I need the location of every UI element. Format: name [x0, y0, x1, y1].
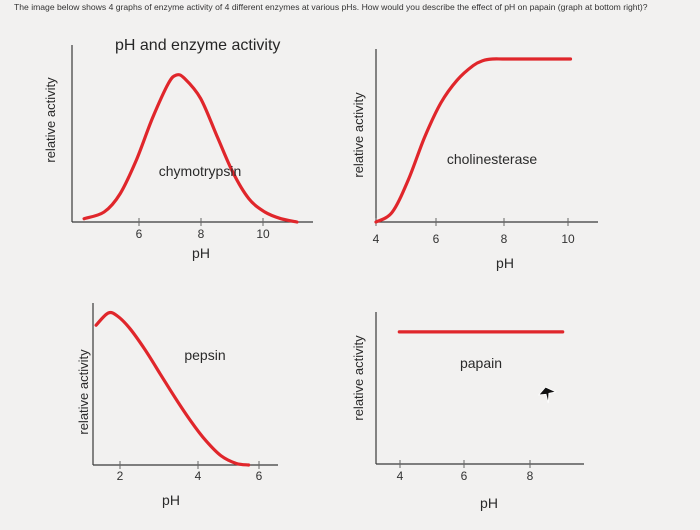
series-line-chymotrypsin	[82, 73, 299, 224]
chart-main-title: pH and enzyme activity	[115, 37, 281, 54]
x-tick-label: 8	[198, 227, 205, 241]
x-axis-label: pH	[192, 245, 210, 261]
x-axis-label: pH	[480, 495, 498, 511]
x-tick-label: 10	[561, 232, 575, 246]
x-tick-label: 4	[397, 469, 404, 483]
x-axis-label: pH	[162, 492, 180, 508]
x-tick-label: 4	[195, 469, 202, 483]
x-tick-label: 8	[501, 232, 508, 246]
x-tick-label: 8	[527, 469, 534, 483]
x-tick-label: 10	[256, 227, 270, 241]
y-axis-label: relative activity	[76, 349, 91, 435]
series-line-pepsin	[94, 310, 251, 467]
chart-panel-1: 6 8 10 pH relative activity chymotrypsin	[43, 45, 313, 261]
x-tick-label: 6	[256, 469, 263, 483]
mouse-cursor-icon	[537, 386, 558, 404]
y-axis-label: relative activity	[351, 335, 366, 421]
enzyme-label: cholinesterase	[447, 151, 537, 167]
y-axis-label: relative activity	[43, 77, 58, 163]
chart-panel-2: 4 6 8 10 pH relative activity cholinesterase	[351, 49, 598, 271]
x-tick-label: 6	[433, 232, 440, 246]
question-text: The image below shows 4 graphs of enzyme…	[14, 2, 648, 12]
series-line-cholinesterase	[374, 57, 573, 224]
x-tick-label: 6	[461, 469, 468, 483]
x-tick-label: 4	[373, 232, 380, 246]
enzyme-label: papain	[460, 355, 502, 371]
enzyme-label: pepsin	[184, 347, 225, 363]
enzyme-label: chymotrypsin	[159, 163, 241, 179]
x-tick-label: 6	[136, 227, 143, 241]
x-axis-label: pH	[496, 255, 514, 271]
chart-panel-3: 2 4 6 pH relative activity pepsin	[76, 303, 278, 508]
chart-panel-4: 4 6 8 pH relative activity papain	[351, 312, 584, 511]
x-tick-label: 2	[117, 469, 124, 483]
y-axis-label: relative activity	[351, 92, 366, 178]
